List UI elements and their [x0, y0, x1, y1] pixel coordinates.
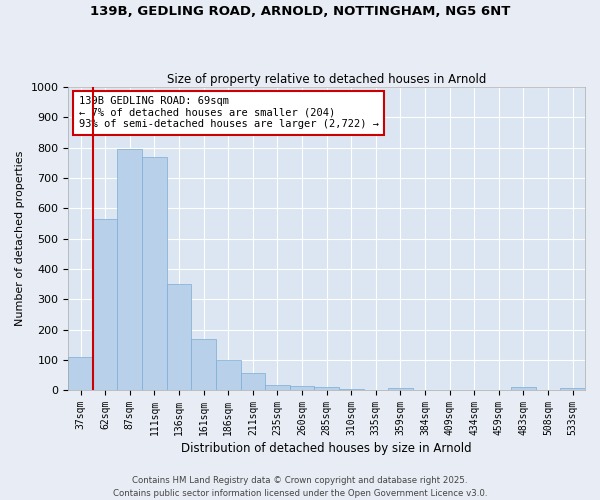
Bar [68, 357, 93, 390]
Title: Size of property relative to detached houses in Arnold: Size of property relative to detached ho… [167, 73, 487, 86]
Text: 139B GEDLING ROAD: 69sqm
← 7% of detached houses are smaller (204)
93% of semi-d: 139B GEDLING ROAD: 69sqm ← 7% of detache… [79, 96, 379, 130]
Bar [118, 150, 142, 390]
Bar [511, 387, 536, 390]
Bar [265, 384, 290, 390]
Bar [241, 374, 265, 390]
Bar [191, 338, 216, 390]
Bar [339, 388, 364, 390]
Bar [142, 157, 167, 390]
Bar [388, 388, 413, 390]
X-axis label: Distribution of detached houses by size in Arnold: Distribution of detached houses by size … [181, 442, 472, 455]
Y-axis label: Number of detached properties: Number of detached properties [15, 151, 25, 326]
Text: 139B, GEDLING ROAD, ARNOLD, NOTTINGHAM, NG5 6NT: 139B, GEDLING ROAD, ARNOLD, NOTTINGHAM, … [90, 5, 510, 18]
Bar [93, 219, 118, 390]
Bar [216, 360, 241, 390]
Text: Contains HM Land Registry data © Crown copyright and database right 2025.
Contai: Contains HM Land Registry data © Crown c… [113, 476, 487, 498]
Bar [560, 388, 585, 390]
Bar [290, 386, 314, 390]
Bar [167, 284, 191, 390]
Bar [314, 387, 339, 390]
